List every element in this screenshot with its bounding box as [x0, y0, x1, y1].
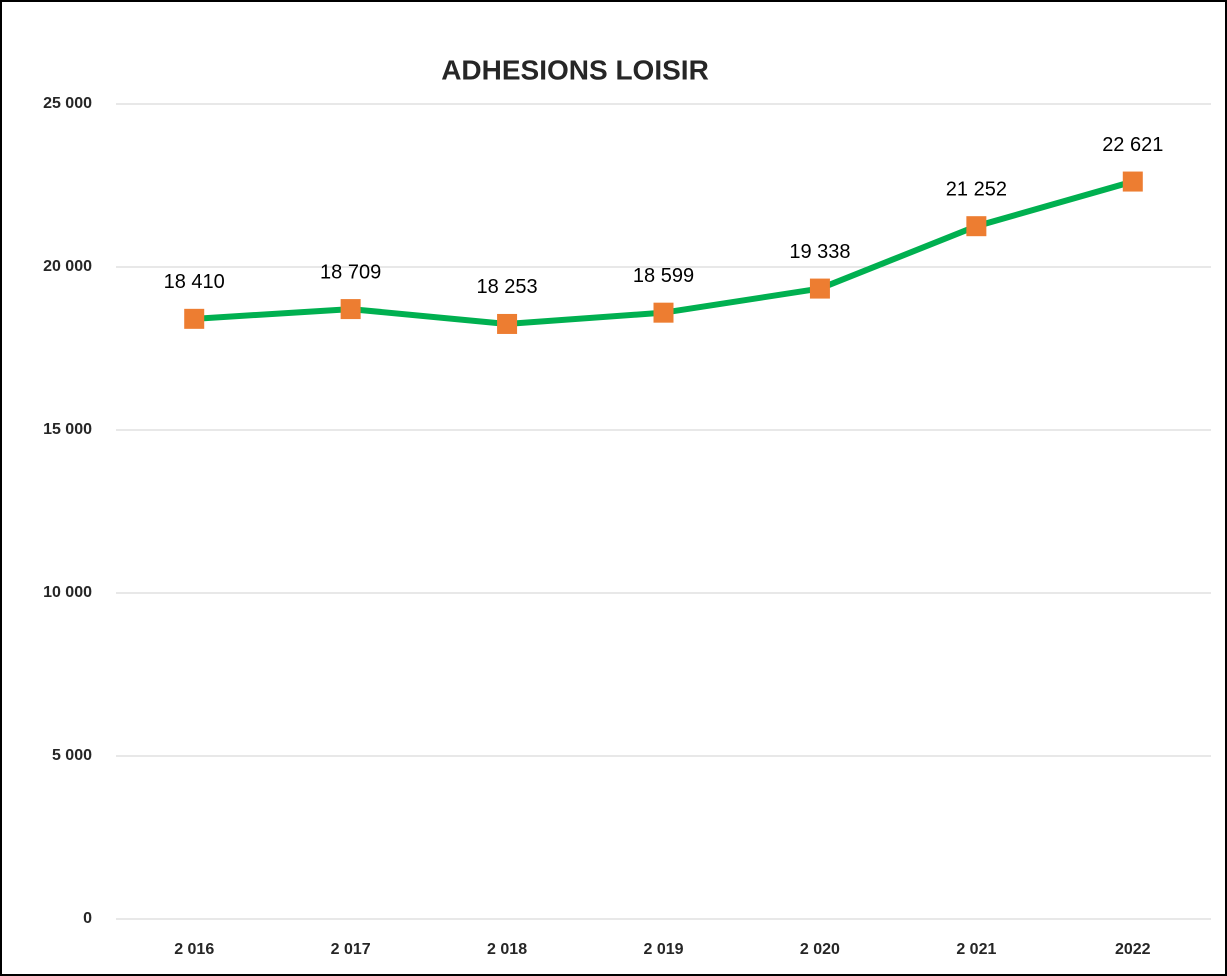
- y-tick-label: 25 000: [43, 95, 92, 112]
- x-tick-label: 2 020: [800, 941, 840, 958]
- x-tick-label: 2022: [1115, 941, 1151, 958]
- marker: [809, 278, 830, 299]
- data-label: 18 253: [476, 276, 537, 298]
- marker: [653, 302, 674, 323]
- chart-title: ADHESIONS LOISIR: [441, 54, 709, 85]
- marker: [340, 299, 361, 320]
- x-tick-label: 2 017: [331, 941, 371, 958]
- marker: [966, 216, 987, 237]
- x-tick-label: 2 016: [174, 941, 214, 958]
- y-tick-label: 15 000: [43, 421, 92, 438]
- y-tick-label: 10 000: [43, 584, 92, 601]
- data-label: 18 599: [633, 265, 694, 287]
- x-tick-label: 2 019: [643, 941, 683, 958]
- marker: [497, 313, 518, 334]
- data-label: 19 338: [789, 241, 850, 263]
- marker: [1122, 171, 1143, 192]
- x-tick-label: 2 021: [956, 941, 996, 958]
- data-label: 22 621: [1102, 134, 1163, 156]
- y-tick-label: 0: [83, 910, 92, 927]
- data-label: 18 410: [164, 271, 225, 293]
- marker: [184, 308, 205, 329]
- y-tick-label: 20 000: [43, 258, 92, 275]
- data-label: 21 252: [946, 178, 1007, 200]
- data-label: 18 709: [320, 261, 381, 283]
- x-tick-label: 2 018: [487, 941, 527, 958]
- y-tick-label: 5 000: [52, 747, 92, 764]
